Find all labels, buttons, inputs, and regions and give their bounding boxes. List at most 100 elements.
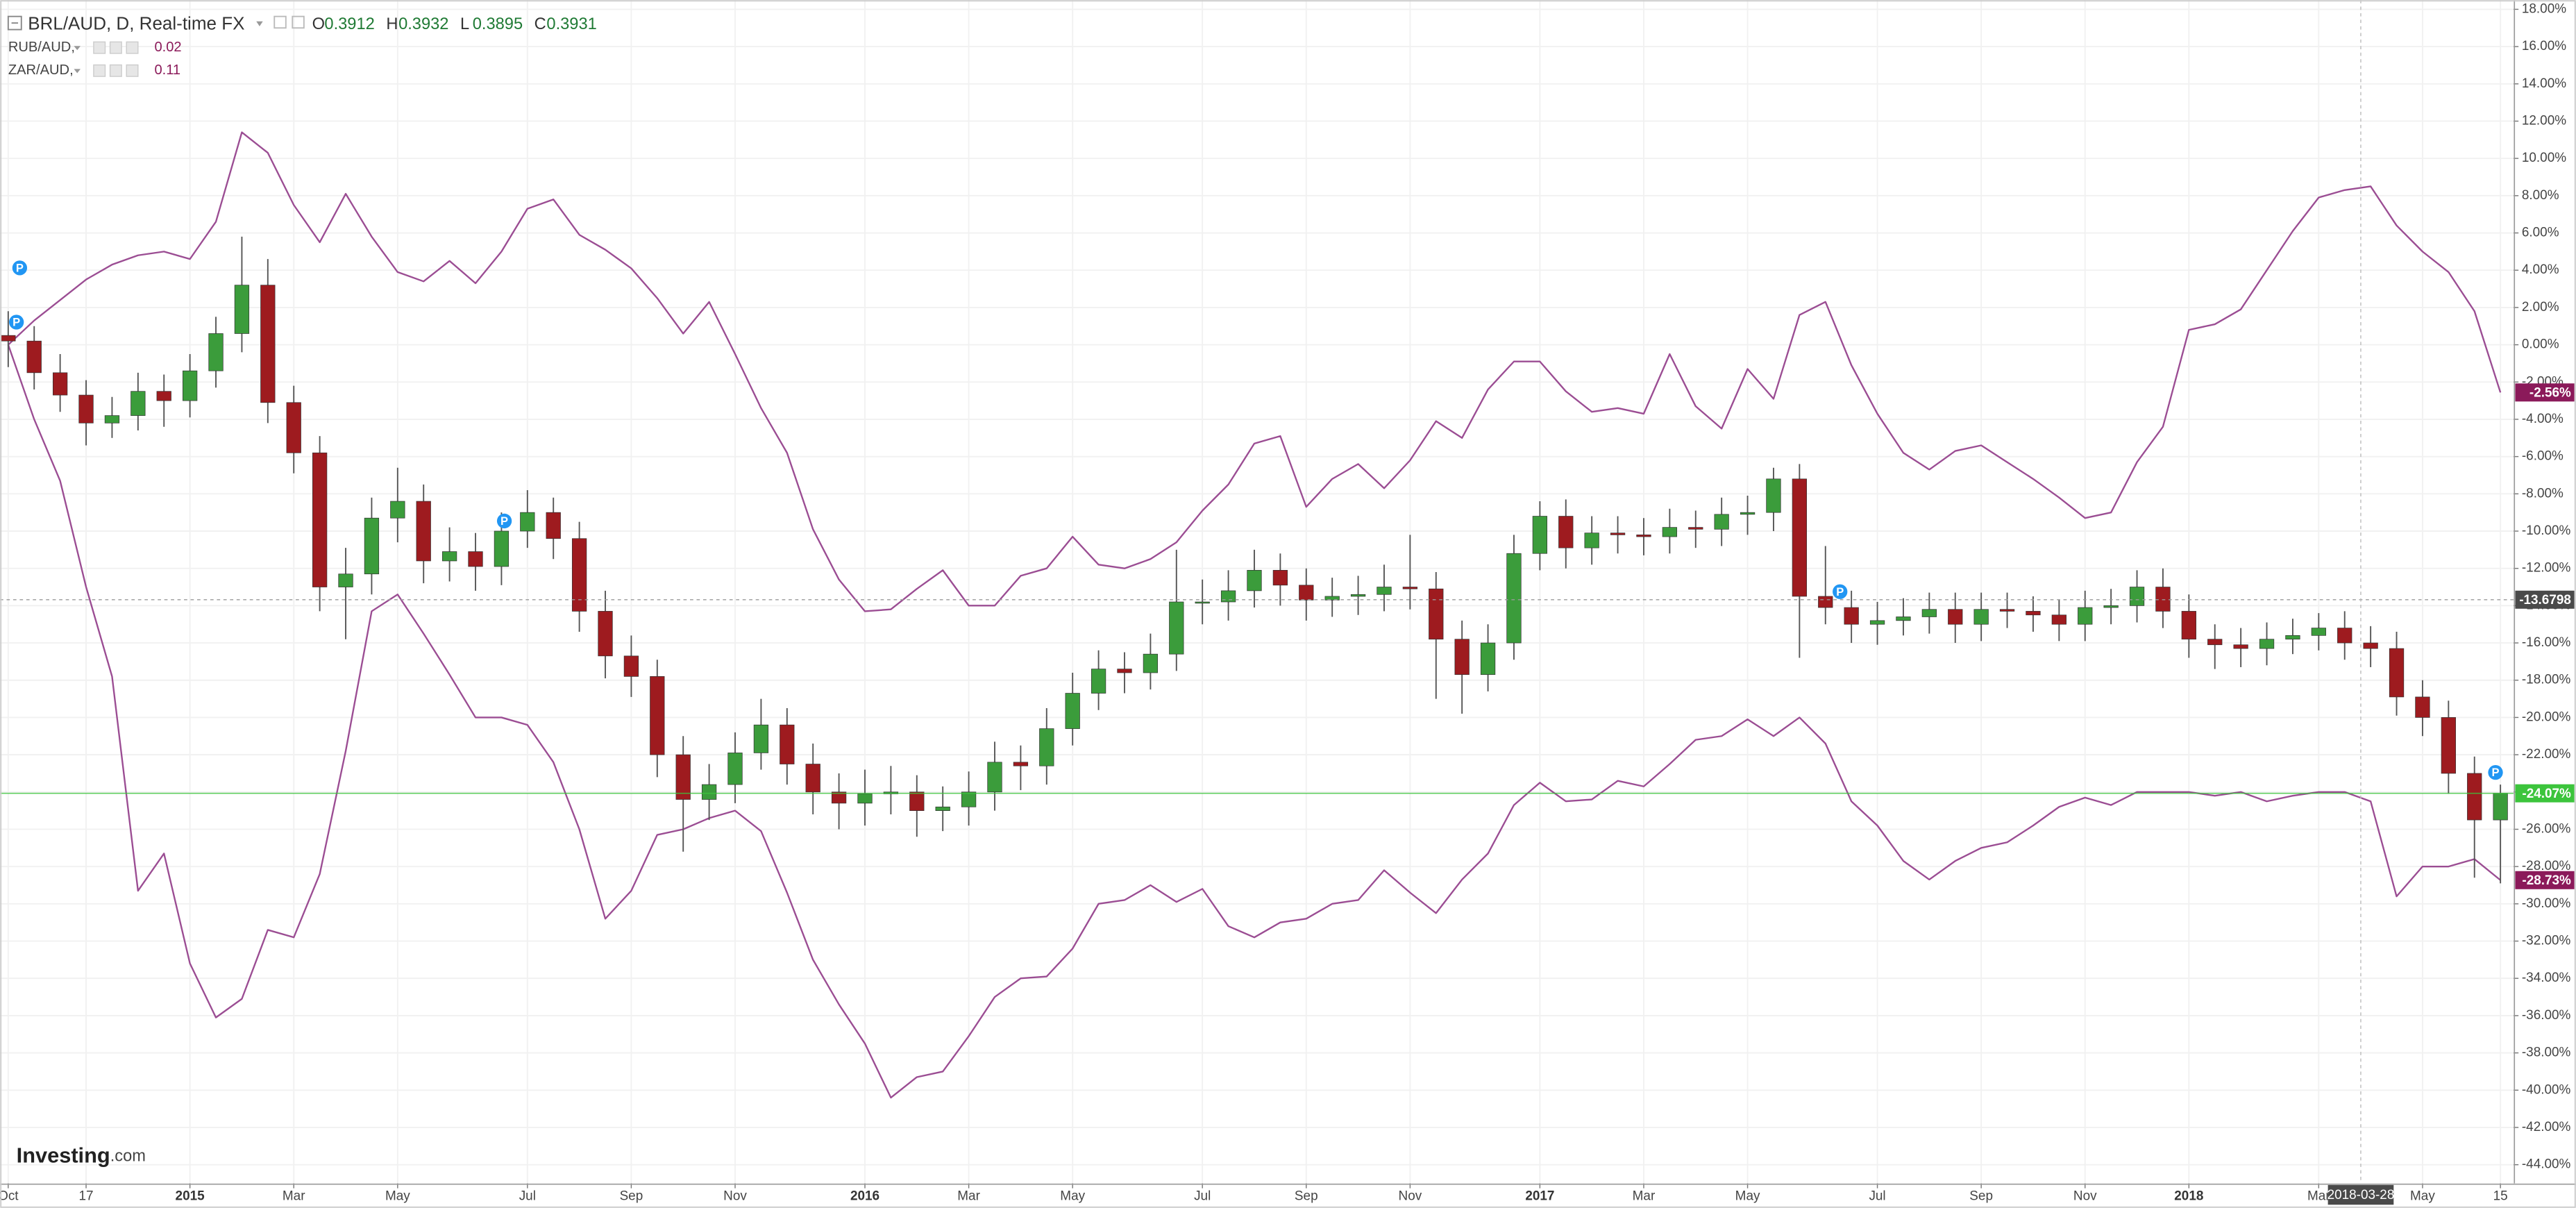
ohlc-value: 0.3912 <box>324 15 374 33</box>
event-pin-label: P <box>2492 766 2500 779</box>
y-tick-label: -8.00% <box>2522 486 2564 501</box>
legend-name: RUB/AUD, <box>8 40 75 55</box>
candle-body <box>2467 773 2482 821</box>
candle-body <box>805 764 820 793</box>
event-pin-label: P <box>1836 585 1844 598</box>
x-tick-label: 2017 <box>1525 1189 1554 1203</box>
event-pin[interactable] <box>12 260 28 276</box>
x-tick-label: Jul <box>1194 1189 1211 1203</box>
candle-body <box>390 501 405 519</box>
x-tick-label: May <box>385 1189 410 1203</box>
y-tick-label: -34.00% <box>2522 971 2571 985</box>
candle-body <box>2103 605 2119 608</box>
candle-body <box>234 285 250 334</box>
dropdown-arrow[interactable] <box>74 46 81 51</box>
ohlc-key: L <box>460 15 469 33</box>
x-tick-label: May <box>1735 1189 1760 1203</box>
x-tick-label: May <box>2410 1189 2435 1203</box>
x-tick-label: Sep <box>1969 1189 1993 1203</box>
y-tick-label: -18.00% <box>2522 673 2571 687</box>
logo: Investing.com <box>17 1143 146 1168</box>
candle-body <box>623 655 639 677</box>
settings-icon[interactable] <box>273 15 287 29</box>
candle-body <box>2155 587 2171 612</box>
y-tick-label: 18.00% <box>2522 1 2566 16</box>
candle-body <box>1117 669 1132 673</box>
x-tick-label: Jul <box>519 1189 536 1203</box>
y-tick-label: 4.00% <box>2522 262 2559 277</box>
candle-body <box>2026 611 2041 616</box>
candle-body <box>2129 587 2145 606</box>
remove-icon[interactable] <box>126 64 139 77</box>
event-pin[interactable] <box>496 513 512 529</box>
candle-body <box>598 611 613 657</box>
x-tick-label: 17 <box>79 1189 94 1203</box>
candle-body <box>701 784 717 800</box>
candle-body <box>546 512 561 539</box>
candle-body <box>1688 527 1703 530</box>
candle-body <box>1558 516 1574 548</box>
y-tick-label: -6.00% <box>2522 449 2564 464</box>
candle-body <box>2285 635 2300 640</box>
candle-body <box>1299 585 1314 601</box>
value-tag-bg <box>2515 871 2575 889</box>
x-tick-label: 2016 <box>850 1189 879 1203</box>
candle-body <box>831 791 847 804</box>
x-tick-label: 2015 <box>176 1189 205 1203</box>
event-pins: P P P P P <box>9 260 2503 780</box>
candle-body <box>1480 642 1496 676</box>
candle-body <box>1247 570 1262 592</box>
x-tick-label: 2018 <box>2174 1189 2203 1203</box>
grid <box>0 0 2519 1189</box>
dropdown-arrow[interactable] <box>256 21 263 26</box>
event-pin[interactable] <box>1833 584 1848 599</box>
candle-body <box>2233 644 2248 649</box>
candle-body <box>2311 628 2326 636</box>
hide-icon[interactable] <box>292 15 305 29</box>
x-tick-label: Sep <box>1295 1189 1318 1203</box>
candle-body <box>260 285 276 403</box>
candle-body <box>1766 478 1781 513</box>
ohlc-key: C <box>534 15 546 33</box>
candle-body <box>131 391 146 416</box>
ohlc-values: O 0.3912 H 0.3932 L 0.3895 C 0.3931 <box>312 15 597 33</box>
remove-icon[interactable] <box>126 41 139 54</box>
candle-body <box>1999 609 2015 612</box>
hide-icon[interactable] <box>109 41 122 54</box>
event-pin[interactable] <box>9 314 24 330</box>
dropdown-arrow[interactable] <box>74 69 81 74</box>
candle-body <box>2415 696 2430 718</box>
candle-body <box>1350 594 1366 597</box>
settings-icon[interactable] <box>93 64 106 77</box>
x-tick-label: Sep <box>620 1189 643 1203</box>
candle-body <box>1973 609 1989 625</box>
ohlc-value: 0.3895 <box>473 15 523 33</box>
crosshair-date-bg <box>2327 1184 2394 1205</box>
candle-body <box>416 501 431 562</box>
event-pin-label: P <box>12 316 20 329</box>
event-pin[interactable] <box>2488 765 2503 780</box>
candle-body <box>1740 512 1756 515</box>
candle-body <box>2181 611 2196 640</box>
candle-body <box>727 753 743 785</box>
settings-icon[interactable] <box>93 41 106 54</box>
y-tick-label: 14.00% <box>2522 76 2566 91</box>
candle-body <box>52 372 68 396</box>
x-tick-label: May <box>1060 1189 1085 1203</box>
x-tick-label: Mar <box>957 1189 980 1203</box>
candle-body <box>1169 601 1184 655</box>
candle-body <box>1324 596 1340 601</box>
legend-value: 0.02 <box>154 40 181 55</box>
y-tick-label: 2.00% <box>2522 300 2559 314</box>
ohlc-key: H <box>386 15 398 33</box>
hide-icon[interactable] <box>109 64 122 77</box>
candle-body <box>1896 616 1911 621</box>
candle-body <box>1869 620 1885 625</box>
collapse-icon[interactable] <box>7 15 22 31</box>
candle-body <box>468 551 483 567</box>
candle-body <box>1039 728 1054 766</box>
symbol-title: BRL/AUD, D, Real-time FX <box>28 12 244 33</box>
